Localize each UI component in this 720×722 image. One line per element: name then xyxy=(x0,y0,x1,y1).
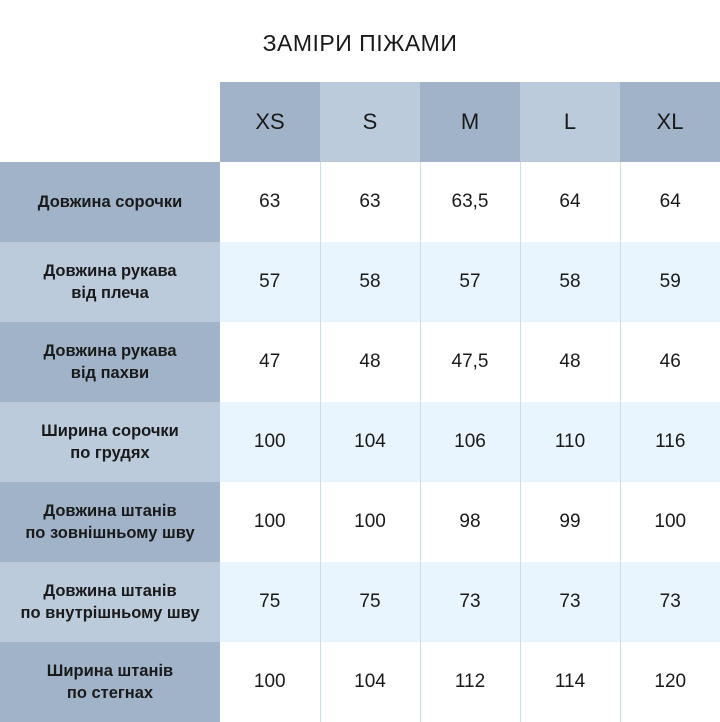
value-cell: 58 xyxy=(319,242,420,322)
value-cell: 73 xyxy=(619,562,720,642)
row-label: Довжина штанів по зовнішньому шву xyxy=(0,482,220,562)
size-header: M xyxy=(420,82,520,162)
value-cell: 58 xyxy=(519,242,620,322)
value-cell: 47,5 xyxy=(419,322,520,402)
size-header: XS xyxy=(220,82,320,162)
value-cell: 48 xyxy=(319,322,420,402)
row-label: Довжина рукава від пахви xyxy=(0,322,220,402)
row-label-line: Довжина рукава xyxy=(43,342,177,360)
value-cell: 48 xyxy=(519,322,620,402)
value-cell: 120 xyxy=(619,642,720,722)
value-cell: 73 xyxy=(519,562,620,642)
value-cell: 100 xyxy=(619,482,720,562)
value-cell: 59 xyxy=(619,242,720,322)
value-cell: 46 xyxy=(619,322,720,402)
row-label: Ширина штанів по стегнах xyxy=(0,642,220,722)
value-cell: 64 xyxy=(519,162,620,242)
table-row: Ширина сорочки по грудях 100 104 106 110 116 xyxy=(0,402,720,482)
value-cell: 75 xyxy=(319,562,420,642)
empty-corner xyxy=(0,82,220,162)
value-cell: 100 xyxy=(253,671,286,692)
value-cell: 104 xyxy=(319,642,420,722)
row-label-line: по зовнішньому шву xyxy=(25,524,195,542)
row-label-line: Довжина рукава xyxy=(43,262,177,280)
value-cell: 57 xyxy=(419,242,520,322)
row-label-line: Довжина штанів xyxy=(43,502,177,520)
value-cell: 63 xyxy=(319,162,420,242)
value-cell: 100 xyxy=(319,482,420,562)
value-cell: 106 xyxy=(419,402,520,482)
value-cell: 104 xyxy=(319,402,420,482)
row-label-line: від пахви xyxy=(70,364,150,382)
row-label: Довжина рукава від плеча xyxy=(0,242,220,322)
value-cell: 73 xyxy=(419,562,520,642)
row-label-line: Довжина сорочки xyxy=(37,193,183,211)
row-label-line: по стегнах xyxy=(66,684,154,702)
value-cell: 100 xyxy=(220,402,320,482)
value-cell: 99 xyxy=(519,482,620,562)
value-cell: 47 xyxy=(259,351,281,372)
row-label-line: по грудях xyxy=(70,444,150,462)
row-label-line: від плеча xyxy=(71,284,149,302)
value-cell: 63 xyxy=(259,191,281,212)
value-cell: 57 xyxy=(220,242,320,322)
row-label: Довжина штанів по внутрішньому шву xyxy=(0,562,220,642)
value-cell: 100 xyxy=(253,511,286,532)
size-header: L xyxy=(520,82,620,162)
table-row: Довжина штанів по внутрішньому шву 75 75 73 7… xyxy=(0,562,720,642)
size-table: XS S M L XL Довжина сорочки 63 63 63,5 64 64 Д… xyxy=(0,82,720,722)
value-cell: 110 xyxy=(519,402,620,482)
table-row: Довжина штанів по зовнішньому шву 100 100 98… xyxy=(0,482,720,562)
row-label: Ширина сорочки по грудях xyxy=(0,402,220,482)
value-cell: 98 xyxy=(419,482,520,562)
row-label: Довжина сорочки xyxy=(0,162,220,242)
size-header: XL xyxy=(620,82,720,162)
table-row: Довжина рукава від пахви 47 48 47,5 48 46 xyxy=(0,322,720,402)
size-header: S xyxy=(320,82,420,162)
table-row: Довжина сорочки 63 63 63,5 64 64 xyxy=(0,162,720,242)
table-row: Ширина штанів по стегнах 100 104 112 114 120 xyxy=(0,642,720,722)
table-row: Довжина рукава від плеча 57 58 57 58 59 xyxy=(0,242,720,322)
value-cell: 114 xyxy=(519,642,620,722)
value-cell: 112 xyxy=(419,642,520,722)
row-label-line: Ширина сорочки xyxy=(41,422,179,440)
page-title: ЗАМІРИ ПІЖАМИ xyxy=(262,30,458,56)
value-cell: 64 xyxy=(619,162,720,242)
row-label-line: Довжина штанів xyxy=(43,582,177,600)
header-row: XS S M L XL xyxy=(0,82,720,162)
row-label-line: по внутрішньому шву xyxy=(20,604,200,622)
value-cell: 63,5 xyxy=(419,162,520,242)
value-cell: 116 xyxy=(619,402,720,482)
value-cell: 75 xyxy=(220,562,320,642)
row-label-line: Ширина штанів xyxy=(46,662,174,680)
